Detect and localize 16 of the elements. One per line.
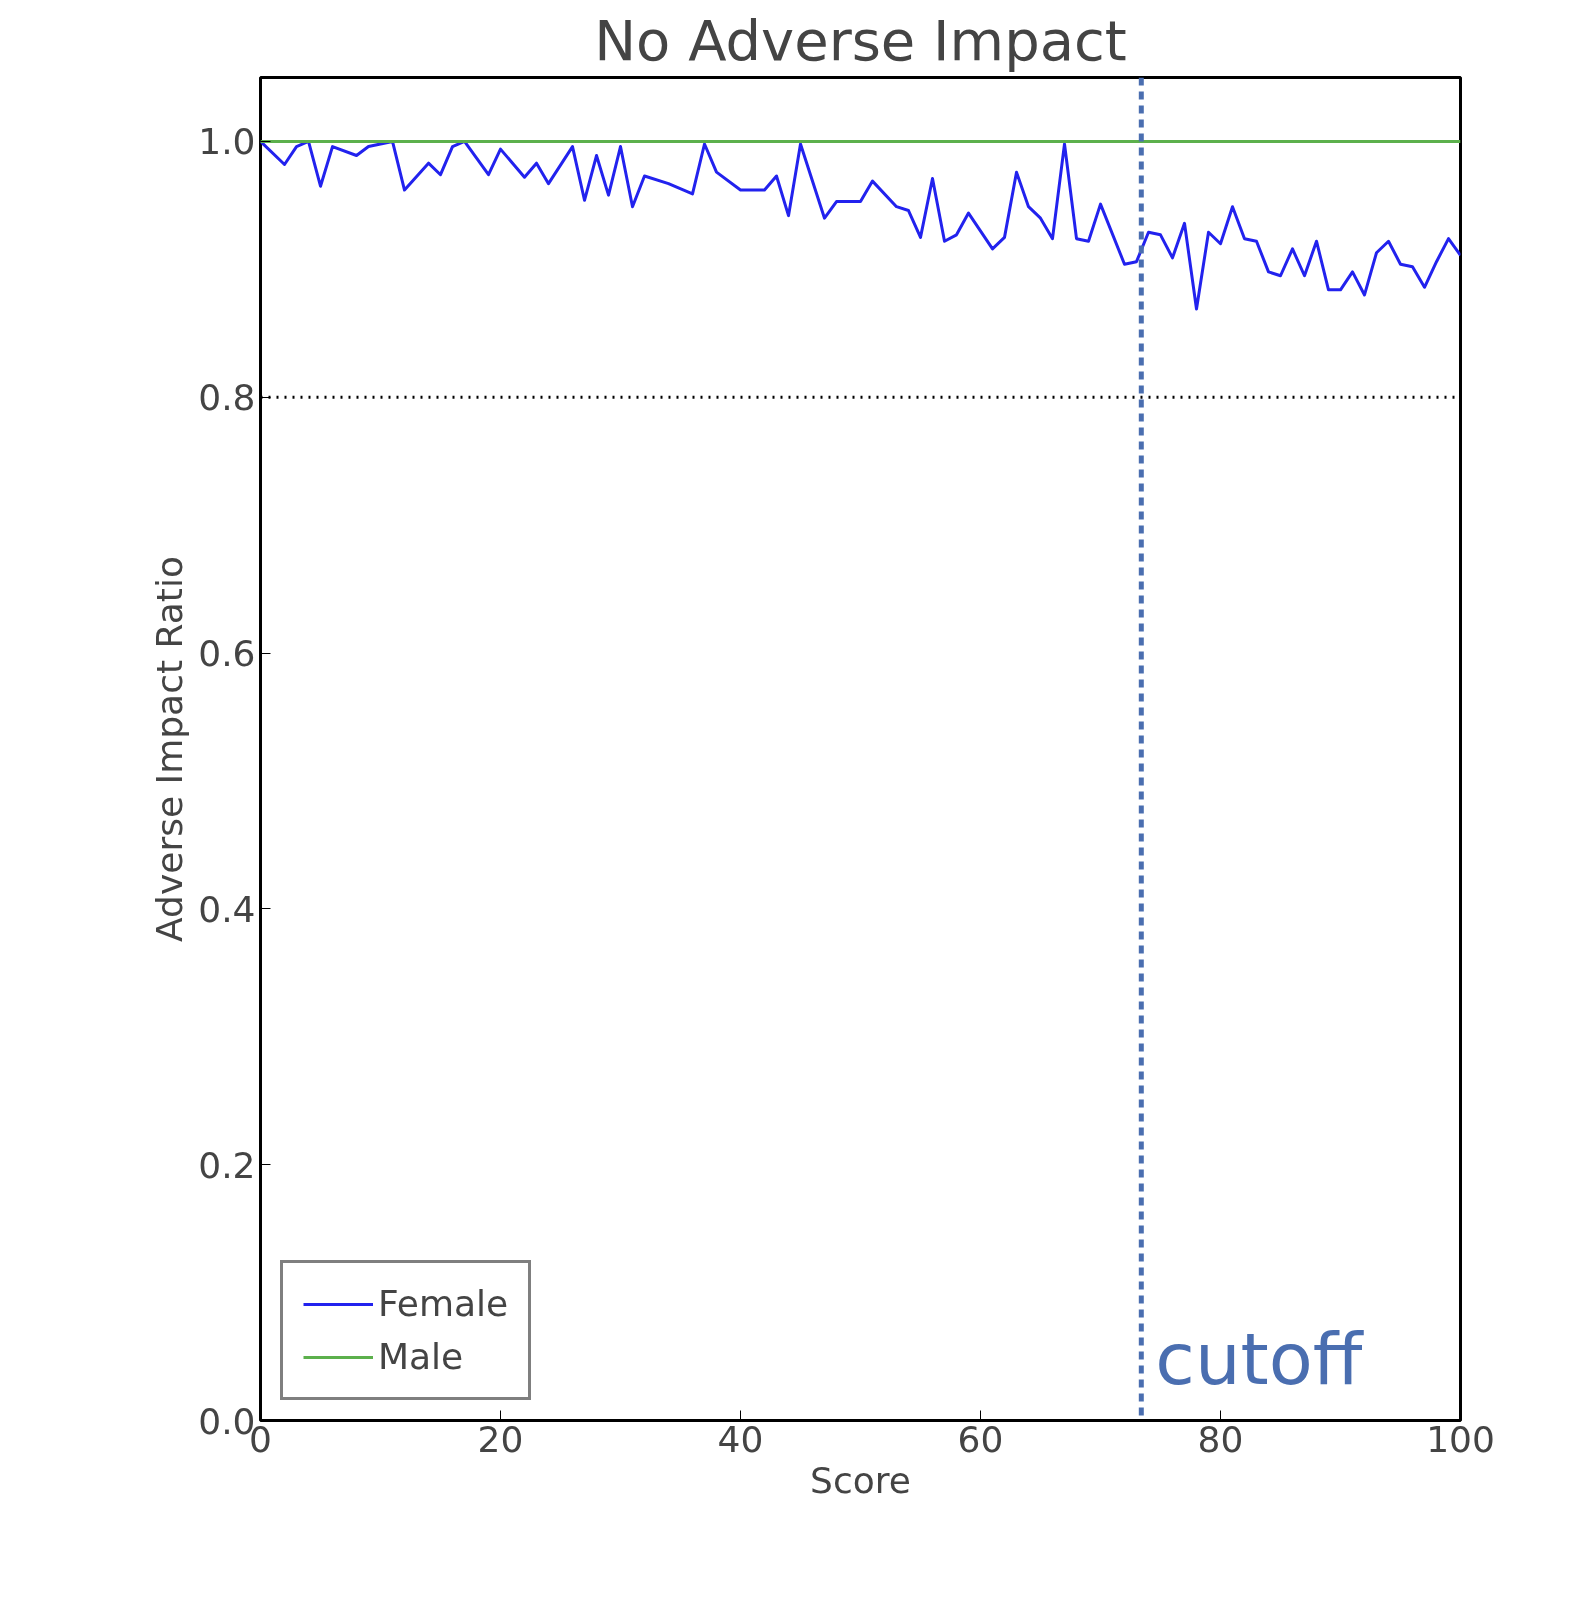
y-tick-label: 1.0 [198, 121, 256, 163]
x-tick-label: 80 [1197, 1418, 1244, 1460]
x-tick-label: 40 [717, 1418, 764, 1460]
y-tick-label: 0.8 [198, 377, 256, 419]
x-tick-label: 100 [1426, 1418, 1495, 1460]
x-axis-title: Score [810, 1459, 911, 1501]
x-tick-label: 60 [957, 1418, 1004, 1460]
y-axis-title: Adverse Impact Ratio [149, 556, 191, 942]
x-tick-label: 20 [477, 1418, 524, 1460]
legend-label: Female [378, 1283, 509, 1324]
legend-label: Male [378, 1336, 464, 1377]
y-tick-label: 0.2 [198, 1144, 256, 1186]
y-tick-label: 0.6 [198, 633, 256, 675]
chart-title: No Adverse Impact [594, 7, 1127, 73]
ref-line-label: cutoff [1155, 1316, 1364, 1401]
y-tick-label: 0.4 [198, 888, 256, 930]
